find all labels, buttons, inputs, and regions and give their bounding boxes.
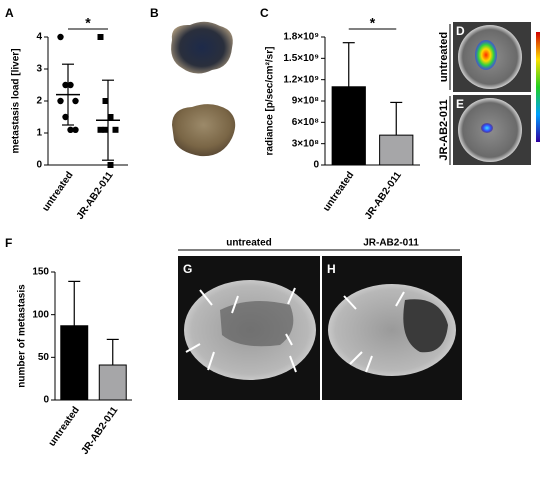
point — [112, 126, 119, 133]
significance: * — [85, 15, 91, 31]
point — [97, 126, 104, 133]
y-tick-label: 1.2×10⁹ — [283, 74, 319, 85]
y-tick-label: 1.5×10⁹ — [283, 53, 319, 64]
arrows — [185, 287, 405, 373]
panel-letter: G — [183, 262, 192, 276]
y-tick-label: 50 — [38, 352, 50, 363]
point — [97, 34, 104, 40]
group-label: JR-AB2-011 — [438, 99, 450, 160]
point — [107, 114, 114, 120]
panel-letter: C — [260, 6, 269, 20]
mri-organ — [220, 301, 294, 347]
y-tick-label: 1.8×10⁹ — [283, 32, 319, 43]
group-label: untreated — [438, 32, 450, 82]
y-axis-label: radiance [p/sec/cm²/sr] — [265, 47, 276, 156]
y-tick-label: 0 — [43, 395, 49, 406]
y-tick-label: 1 — [36, 128, 42, 139]
group-label: JR-AB2-011 — [363, 238, 419, 249]
point — [57, 33, 64, 41]
panel-letter: A — [5, 6, 14, 20]
point — [67, 126, 74, 133]
point — [102, 126, 109, 133]
panel-letter: E — [456, 97, 464, 111]
point — [72, 97, 79, 105]
panel-letter: F — [5, 236, 12, 250]
y-tick-label: 100 — [32, 309, 49, 320]
y-tick-label: 9×10⁸ — [292, 96, 320, 107]
point — [72, 126, 79, 133]
panel-letter: H — [327, 262, 336, 276]
bar — [98, 364, 127, 401]
x-tick-label: untreated — [321, 170, 356, 214]
signal — [475, 40, 497, 70]
point — [107, 162, 114, 168]
y-axis-label: number of metastasis — [17, 284, 28, 388]
x-tick-label: untreated — [40, 170, 75, 214]
liver-photo — [172, 104, 236, 157]
y-tick-label: 2 — [36, 96, 42, 107]
x-tick-label: JR-AB2-011 — [363, 170, 404, 222]
y-tick-label: 0 — [313, 160, 319, 171]
y-tick-label: 0 — [36, 160, 42, 171]
x-tick-label: JR-AB2-011 — [75, 170, 116, 222]
point — [57, 97, 64, 105]
signal — [481, 123, 493, 133]
x-tick-label: JR-AB2-011 — [79, 405, 120, 457]
liver-photo — [171, 21, 233, 74]
group-label: untreated — [226, 238, 272, 249]
significance: * — [370, 15, 376, 31]
point — [62, 113, 69, 121]
color-scale — [536, 32, 540, 142]
y-tick-label: 3×10⁸ — [292, 138, 320, 149]
point — [62, 81, 69, 89]
y-tick-label: 4 — [36, 32, 42, 43]
bar — [60, 325, 89, 401]
y-tick-label: 150 — [32, 267, 49, 278]
bar — [331, 86, 366, 166]
point — [102, 98, 109, 104]
panel-letter: B — [150, 6, 159, 20]
y-tick-label: 6×10⁸ — [292, 117, 320, 128]
y-axis-label: metastasis load [liver] — [11, 48, 22, 153]
panel-letter: D — [456, 24, 465, 38]
mri-organ — [403, 299, 448, 353]
bar — [379, 134, 414, 166]
x-tick-label: untreated — [47, 405, 82, 449]
y-tick-label: 3 — [36, 64, 42, 75]
point — [67, 81, 74, 89]
